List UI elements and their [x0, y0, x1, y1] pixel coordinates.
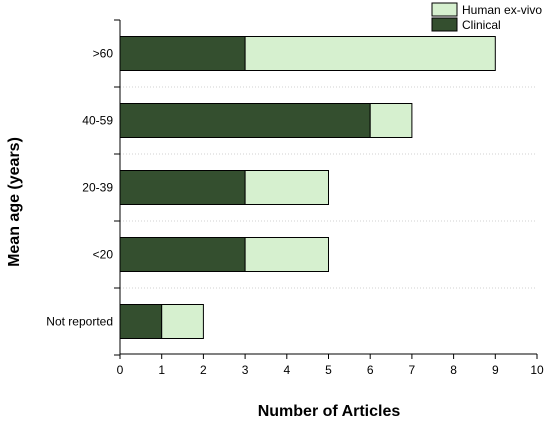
x-tick-label: 7 — [409, 363, 416, 377]
x-tick-label: 2 — [200, 363, 207, 377]
bar-human-ex-vivo — [161, 304, 204, 339]
y-tick-label: <20 — [93, 248, 114, 262]
legend-swatch-human-ex-vivo — [431, 2, 458, 17]
ticks: >60 40-59 20-39 <20 Not reported 0 1 2 3 4 5 6 7 8 9 10 — [46, 19, 544, 377]
bar-clinical — [119, 170, 246, 205]
bar-human-ex-vivo — [244, 170, 330, 205]
x-axis-title: Number of Articles — [258, 403, 401, 420]
y-tick-label: >60 — [93, 47, 114, 61]
bar-human-ex-vivo — [369, 103, 413, 138]
x-tick-label: 10 — [530, 363, 544, 377]
legend: Human ex-vivo Clinical — [431, 2, 542, 32]
x-tick-label: 5 — [325, 363, 332, 377]
bar-human-ex-vivo — [244, 237, 330, 272]
legend-label-clinical: Clinical — [462, 18, 501, 32]
y-axis-title: Mean age (years) — [6, 137, 23, 267]
bar-clinical — [119, 237, 246, 272]
bar-clinical — [119, 304, 163, 339]
y-tick-label: 20-39 — [82, 181, 113, 195]
legend-label-human-ex-vivo: Human ex-vivo — [462, 3, 542, 17]
x-tick-label: 1 — [158, 363, 165, 377]
x-tick-label: 6 — [367, 363, 374, 377]
x-tick-label: 8 — [450, 363, 457, 377]
bar-clinical — [119, 36, 246, 71]
x-tick-label: 9 — [492, 363, 499, 377]
bars — [119, 36, 496, 339]
bar-human-ex-vivo — [244, 36, 496, 71]
gridlines — [120, 86, 537, 289]
x-tick-label: 3 — [242, 363, 249, 377]
bar-clinical — [119, 103, 371, 138]
x-tick-label: 0 — [117, 363, 124, 377]
y-tick-label: Not reported — [46, 315, 113, 329]
y-tick-label: 40-59 — [82, 114, 113, 128]
x-tick-label: 4 — [283, 363, 290, 377]
legend-swatch-clinical — [431, 17, 458, 32]
